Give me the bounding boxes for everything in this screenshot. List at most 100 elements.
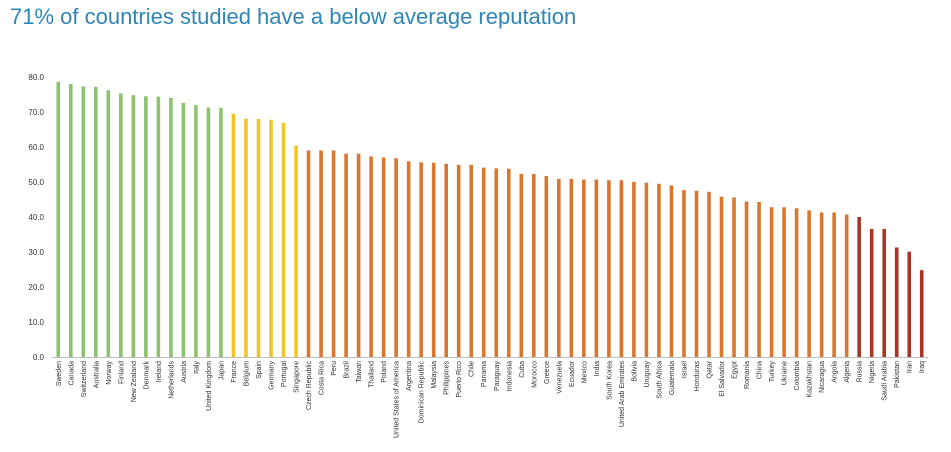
bar — [894, 247, 899, 357]
bar — [882, 228, 886, 357]
bar — [669, 185, 674, 357]
bar — [819, 212, 824, 357]
x-tick-label: Poland — [381, 361, 388, 383]
x-tick-label: El Salvador — [719, 360, 726, 396]
bar — [144, 96, 148, 357]
x-tick-label: Paraguay — [494, 361, 501, 391]
x-tick-label: Brazil — [344, 361, 351, 379]
bar — [56, 81, 61, 358]
x-tick-label: Ukraine — [782, 361, 789, 385]
bar — [319, 150, 323, 357]
x-tick-label: Turkey — [769, 361, 776, 383]
bar — [719, 196, 724, 357]
bar — [857, 217, 861, 357]
x-tick-label: Romania — [744, 361, 751, 389]
x-tick-label: Costa Rica — [319, 361, 326, 395]
y-tick-label: 80.0 — [28, 73, 44, 82]
x-tick-label: Angola — [832, 361, 839, 383]
x-tick-label: Spain — [256, 361, 263, 379]
bar — [544, 176, 549, 357]
bar — [431, 162, 436, 357]
bar — [456, 164, 461, 357]
x-tick-label: Singapore — [294, 361, 301, 393]
bar — [582, 179, 586, 357]
x-tick-label: Venezuela — [556, 361, 563, 394]
y-tick-label: 0.0 — [33, 353, 45, 362]
bar — [294, 145, 298, 357]
x-tick-label: Iraq — [919, 361, 926, 373]
bars — [56, 81, 924, 358]
x-tick-label: United States of America — [394, 361, 401, 438]
x-tick-label: Uruguay — [644, 361, 651, 388]
x-tick-label: Qatar — [707, 360, 714, 378]
x-tick-label: Taiwan — [356, 361, 363, 383]
x-tick-label: Sweden — [56, 361, 63, 386]
bar — [557, 178, 561, 357]
x-tick-label: South Africa — [656, 361, 663, 399]
x-tick-label: Greece — [544, 361, 551, 384]
x-tick-label: Cuba — [519, 361, 526, 378]
bar — [394, 158, 398, 357]
bar — [269, 119, 273, 357]
bar — [519, 173, 524, 357]
x-tick-label: China — [757, 361, 764, 379]
x-tick-label: India — [594, 361, 601, 376]
bar — [244, 118, 248, 358]
x-tick-label: Morocco — [531, 361, 538, 388]
x-tick-label: Portugal — [281, 361, 288, 388]
x-tick-label: Philippines — [444, 361, 451, 395]
bar — [694, 190, 699, 357]
bar — [381, 157, 386, 357]
x-tick-label: Egypt — [732, 361, 739, 379]
x-tick-label: Norway — [106, 361, 113, 385]
x-tick-label: Mexico — [581, 361, 588, 383]
bar — [807, 210, 811, 357]
bar — [194, 105, 198, 357]
bar — [281, 122, 286, 357]
bar — [419, 162, 423, 357]
bar — [156, 96, 161, 357]
bar — [632, 182, 636, 357]
bar — [732, 197, 736, 357]
bar — [907, 251, 912, 357]
x-tick-label: Nicaragua — [819, 361, 826, 393]
x-tick-label: Indonesia — [506, 361, 513, 391]
x-tick-label: New Zealand — [131, 361, 138, 402]
chart-title: 71% of countries studied have a below av… — [10, 4, 577, 29]
bar — [657, 183, 661, 357]
x-tick-label: Austria — [181, 361, 188, 383]
x-tick-label: Kazakhstan — [807, 361, 814, 398]
bar — [494, 168, 499, 357]
x-tick-label: Belgium — [243, 361, 250, 386]
bar — [119, 93, 123, 357]
x-tick-label: Czech Republic — [306, 361, 313, 411]
bar — [769, 207, 774, 357]
bar — [707, 191, 711, 357]
y-tick-label: 50.0 — [28, 178, 44, 187]
y-tick-label: 70.0 — [28, 108, 44, 117]
bar — [782, 207, 786, 357]
x-tick-label: Germany — [269, 361, 276, 390]
bar — [219, 107, 223, 357]
x-tick-label: Chile — [469, 361, 476, 377]
bar — [919, 270, 924, 357]
bar — [81, 86, 86, 357]
bar — [832, 212, 836, 357]
x-tick-label: Nigeria — [869, 361, 876, 383]
x-tick-label: Dominican Republic — [419, 361, 426, 424]
x-tick-label: Finland — [118, 361, 125, 384]
bar — [369, 156, 373, 357]
bar — [569, 178, 574, 357]
x-tick-label: Australia — [93, 361, 100, 388]
bar — [406, 161, 411, 357]
x-tick-label: Switzerland — [81, 361, 88, 397]
bar — [607, 180, 611, 357]
x-tick-label: Panama — [481, 361, 488, 387]
y-tick-label: 10.0 — [28, 318, 44, 327]
bar — [68, 84, 73, 357]
bar — [344, 153, 348, 357]
bar — [869, 228, 874, 357]
bar — [594, 179, 599, 357]
x-tick-label: United Arab Emirates — [619, 361, 626, 428]
bar — [682, 190, 686, 357]
